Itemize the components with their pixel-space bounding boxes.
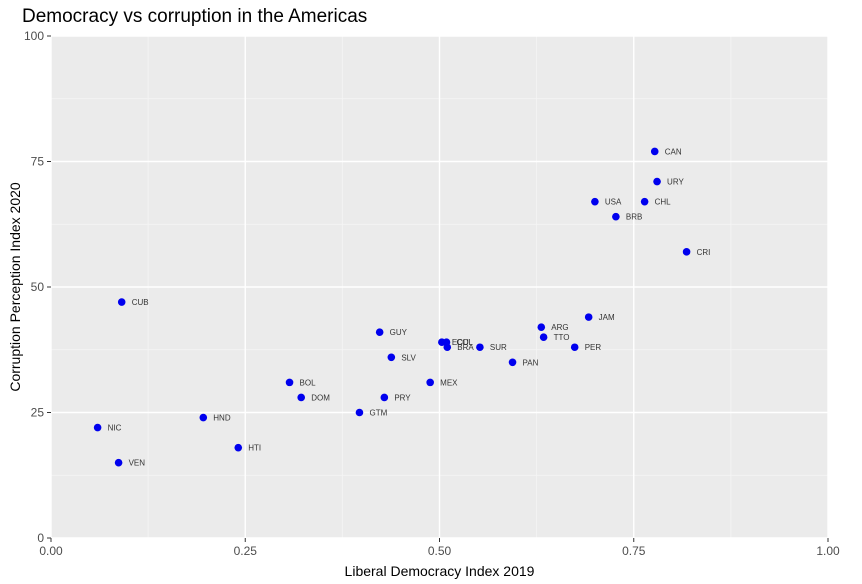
data-point-dom bbox=[297, 393, 305, 402]
data-point-sur bbox=[476, 343, 484, 352]
point-label-hnd: HND bbox=[213, 414, 231, 423]
point-label-cub: CUB bbox=[132, 298, 149, 307]
data-point-pry bbox=[380, 393, 389, 402]
axis-ticks: 0.00 0.25 0.50 0.75 1.00 0 25 50 75 100 bbox=[24, 29, 840, 558]
point-label-bra: BRA bbox=[457, 343, 474, 352]
point-label-nic: NIC bbox=[108, 424, 122, 433]
data-point-bol bbox=[285, 378, 294, 387]
data-point-bra bbox=[443, 343, 452, 352]
point-label-chl: CHL bbox=[655, 198, 672, 207]
y-tick-label: 0 bbox=[37, 531, 44, 545]
point-label-jam: JAM bbox=[599, 313, 615, 322]
data-point-chl bbox=[640, 197, 649, 206]
data-point-nic bbox=[93, 423, 102, 432]
point-label-mex: MEX bbox=[440, 378, 458, 387]
chart-title: Democracy vs corruption in the Americas bbox=[22, 6, 368, 27]
data-point-hnd bbox=[199, 413, 208, 422]
point-label-sur: SUR bbox=[490, 343, 507, 352]
x-tick-label: 0.50 bbox=[428, 544, 452, 558]
point-label-guy: GUY bbox=[390, 328, 408, 337]
data-point-hti bbox=[234, 443, 243, 452]
data-point-guy bbox=[375, 328, 384, 336]
y-tick-label: 50 bbox=[31, 280, 45, 294]
data-point-jam bbox=[584, 313, 593, 321]
data-point-tto bbox=[539, 333, 548, 342]
data-point-ven bbox=[114, 458, 123, 467]
point-label-dom: DOM bbox=[311, 393, 330, 402]
point-label-cri: CRI bbox=[697, 248, 711, 257]
y-tick-label: 100 bbox=[24, 29, 44, 43]
point-label-ecu: ECU bbox=[452, 338, 469, 347]
y-axis-title: Corruption Perception Index 2020 bbox=[7, 182, 23, 392]
data-point-cri bbox=[682, 248, 691, 256]
data-point-ury bbox=[653, 177, 661, 186]
point-label-tto: TTO bbox=[554, 333, 570, 342]
data-point-pan bbox=[508, 358, 517, 367]
data-point-can bbox=[650, 147, 659, 156]
point-label-ury: URY bbox=[667, 178, 684, 187]
point-label-col: COL bbox=[456, 338, 473, 347]
point-label-usa: USA bbox=[605, 198, 622, 207]
data-point-arg bbox=[537, 323, 546, 331]
x-axis-title: Liberal Democracy Index 2019 bbox=[345, 563, 535, 579]
y-tick-label: 25 bbox=[31, 406, 45, 420]
point-label-can: CAN bbox=[665, 147, 682, 156]
x-tick-label: 0.00 bbox=[39, 544, 63, 558]
point-label-pan: PAN bbox=[523, 358, 539, 367]
point-label-hti: HTI bbox=[248, 444, 261, 453]
point-label-per: PER bbox=[585, 343, 602, 352]
data-point-slv bbox=[387, 353, 396, 362]
point-label-brb: BRB bbox=[626, 213, 642, 222]
point-label-gtm: GTM bbox=[369, 409, 387, 418]
x-tick-label: 0.75 bbox=[622, 544, 646, 558]
point-label-bol: BOL bbox=[300, 378, 317, 387]
data-point-gtm bbox=[355, 408, 364, 417]
point-label-slv: SLV bbox=[401, 353, 416, 362]
data-point-per bbox=[570, 343, 579, 352]
y-tick-label: 75 bbox=[31, 155, 45, 169]
data-point-brb bbox=[612, 212, 620, 221]
point-label-ven: VEN bbox=[129, 459, 146, 468]
data-point-cub bbox=[117, 298, 126, 306]
point-label-arg: ARG bbox=[551, 323, 568, 332]
point-label-pry: PRY bbox=[394, 393, 411, 402]
data-point-usa bbox=[591, 197, 599, 206]
x-tick-label: 0.25 bbox=[234, 544, 258, 558]
data-point-mex bbox=[426, 378, 434, 387]
x-tick-label: 1.00 bbox=[816, 544, 840, 558]
